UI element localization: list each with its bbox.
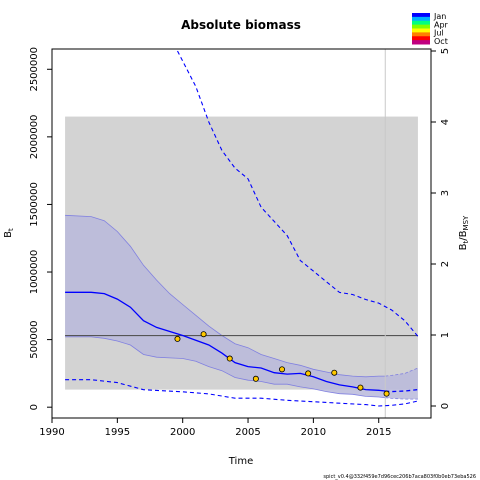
y-tick-label-right: 5 — [440, 48, 451, 54]
y-tick-label-right: 0 — [440, 403, 451, 409]
y-tick-label-left: 1500000 — [29, 182, 40, 227]
y-tick-label-left: 1000000 — [29, 250, 40, 295]
biomass-estimate-line — [65, 291, 386, 392]
observation-point — [305, 370, 312, 377]
plot-content — [65, 49, 419, 418]
legend-color-swatch — [412, 24, 430, 29]
x-tick-label: 1995 — [105, 427, 130, 438]
legend-color-swatch — [412, 36, 430, 41]
y-axis-label-right: Bt/BMSY — [458, 215, 470, 250]
y-tick-label-right: 3 — [440, 190, 451, 196]
legend-label: Jan — [433, 12, 446, 21]
y-tick-label-left: 0 — [29, 404, 40, 410]
x-tick-label: 2005 — [235, 427, 260, 438]
observation-point — [331, 369, 338, 376]
plot-frame — [51, 48, 432, 419]
plot-area — [65, 49, 419, 418]
biomass-ci-lower-line — [65, 336, 386, 399]
observation-point — [357, 384, 364, 391]
forecast-ci-lower-line — [385, 397, 418, 400]
legend-color-swatch — [412, 28, 430, 33]
legend-color-swatch — [412, 32, 430, 37]
bbmsy-ci-upper-line — [177, 50, 419, 337]
chart-title: Absolute biomass — [181, 18, 301, 32]
forecast-estimate-line — [385, 388, 418, 393]
forecast-ci-upper-line — [385, 367, 419, 377]
legend-label: Oct — [434, 37, 448, 46]
biomass-ci-band — [65, 215, 386, 398]
x-tick-label: 2015 — [366, 427, 391, 438]
observation-point — [383, 390, 390, 397]
y-tick-label-right: 4 — [440, 119, 451, 125]
y-axis-label-left: Bt — [3, 228, 15, 238]
observation-point — [279, 366, 286, 373]
legend-label: Apr — [434, 20, 449, 29]
legend-color-swatch — [412, 20, 430, 26]
x-axis-label: Time — [228, 456, 253, 467]
x-tick-label: 1990 — [39, 427, 64, 438]
legend-color-swatch — [412, 40, 430, 45]
y-tick-label-left: 2000000 — [29, 115, 40, 160]
legend-color-swatch — [412, 13, 430, 18]
y-tick-label-left: 2500000 — [29, 47, 40, 92]
legend-label: Jul — [433, 29, 444, 38]
bbmsy-ci-lower-line — [65, 379, 419, 407]
axes: 1990 1995 2000 2005 2010 20150500000100000015… — [29, 47, 451, 438]
y-tick-label-right: 2 — [440, 261, 451, 267]
observation-point — [226, 355, 233, 362]
observation-point — [252, 375, 259, 382]
x-tick-label: 2010 — [301, 427, 326, 438]
legend-color-swatch — [412, 16, 430, 22]
x-tick-label: 2000 — [170, 427, 195, 438]
observation-point — [174, 335, 181, 342]
y-tick-label-left: 500000 — [29, 321, 40, 359]
version-footer: spict_v0.4@332f459e7d96cec206b7aca803f0b… — [323, 474, 476, 480]
y-tick-label-right: 1 — [440, 332, 451, 338]
observation-point — [200, 331, 207, 338]
biomass-ci-upper-line — [65, 214, 386, 378]
